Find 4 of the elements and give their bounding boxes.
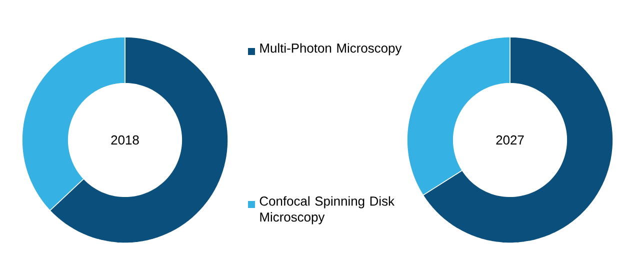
text: 2018: [111, 135, 139, 145]
legend-label: Multi-Photon Microscopy: [260, 43, 402, 56]
legend-label: Confocal Spinning Disk Microscopy: [260, 196, 395, 224]
text: 2027: [496, 135, 524, 145]
